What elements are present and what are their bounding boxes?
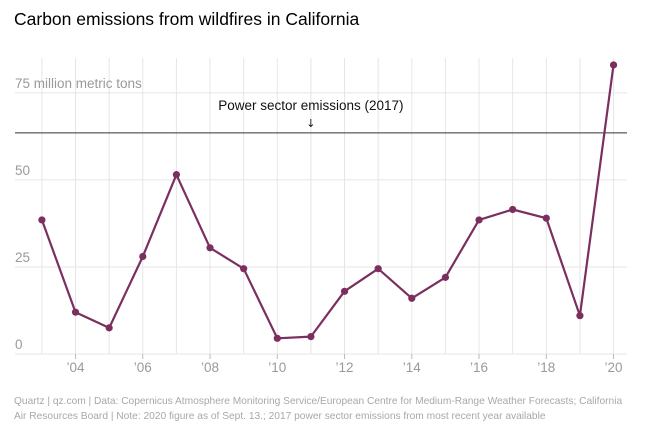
series-line (40, 64, 615, 340)
data-point (576, 312, 584, 320)
reference-arrow-icon: ↓ (306, 117, 315, 130)
data-point (273, 334, 281, 342)
data-point (542, 214, 550, 222)
data-point (307, 332, 315, 341)
y-tick-label: 25 (15, 250, 30, 265)
chart-title: Carbon emissions from wildfires in Calif… (14, 9, 360, 29)
data-point (38, 216, 46, 224)
data-point (139, 252, 147, 261)
y-tick-label: 50 (15, 163, 30, 178)
x-tick-label: ’12 (336, 360, 354, 375)
data-point (509, 205, 517, 214)
y-tick-label: 0 (15, 337, 23, 352)
data-point (374, 265, 382, 273)
data-point (609, 61, 618, 69)
x-tick-label: ’10 (268, 360, 286, 375)
x-tick-label: ’18 (537, 360, 555, 375)
reference-line-group: Power sector emissions (2017) ↓ (15, 98, 627, 134)
data-point (105, 324, 113, 332)
data-point (408, 294, 416, 302)
data-point (71, 308, 80, 316)
x-axis: ’04 ’06 ’08 ’10 ’12 ’14 ’16 ’18 ’20 (67, 354, 623, 375)
x-tick-label: ’08 (201, 360, 219, 375)
data-point (441, 273, 450, 281)
grid (15, 58, 627, 355)
series (38, 61, 618, 342)
data-point (172, 171, 181, 179)
data-point (340, 287, 349, 295)
data-point (240, 265, 248, 273)
y-axis: 0 25 50 75 million metric tons (15, 76, 142, 352)
x-tick-label: ’14 (403, 360, 422, 375)
y-tick-label: 75 million metric tons (15, 76, 142, 91)
reference-line-label: Power sector emissions (2017) (218, 98, 403, 113)
x-tick-label: ’04 (67, 360, 86, 375)
x-tick-label: ’16 (470, 360, 488, 375)
x-tick-label: ’20 (605, 360, 623, 375)
data-point (475, 216, 483, 224)
x-tick-label: ’06 (134, 360, 152, 375)
data-point (206, 244, 214, 252)
chart: Power sector emissions (2017) ↓ ’04’06’0… (15, 58, 627, 375)
source-note: Quartz | qz.com | Data: Copernicus Atmos… (14, 396, 623, 422)
